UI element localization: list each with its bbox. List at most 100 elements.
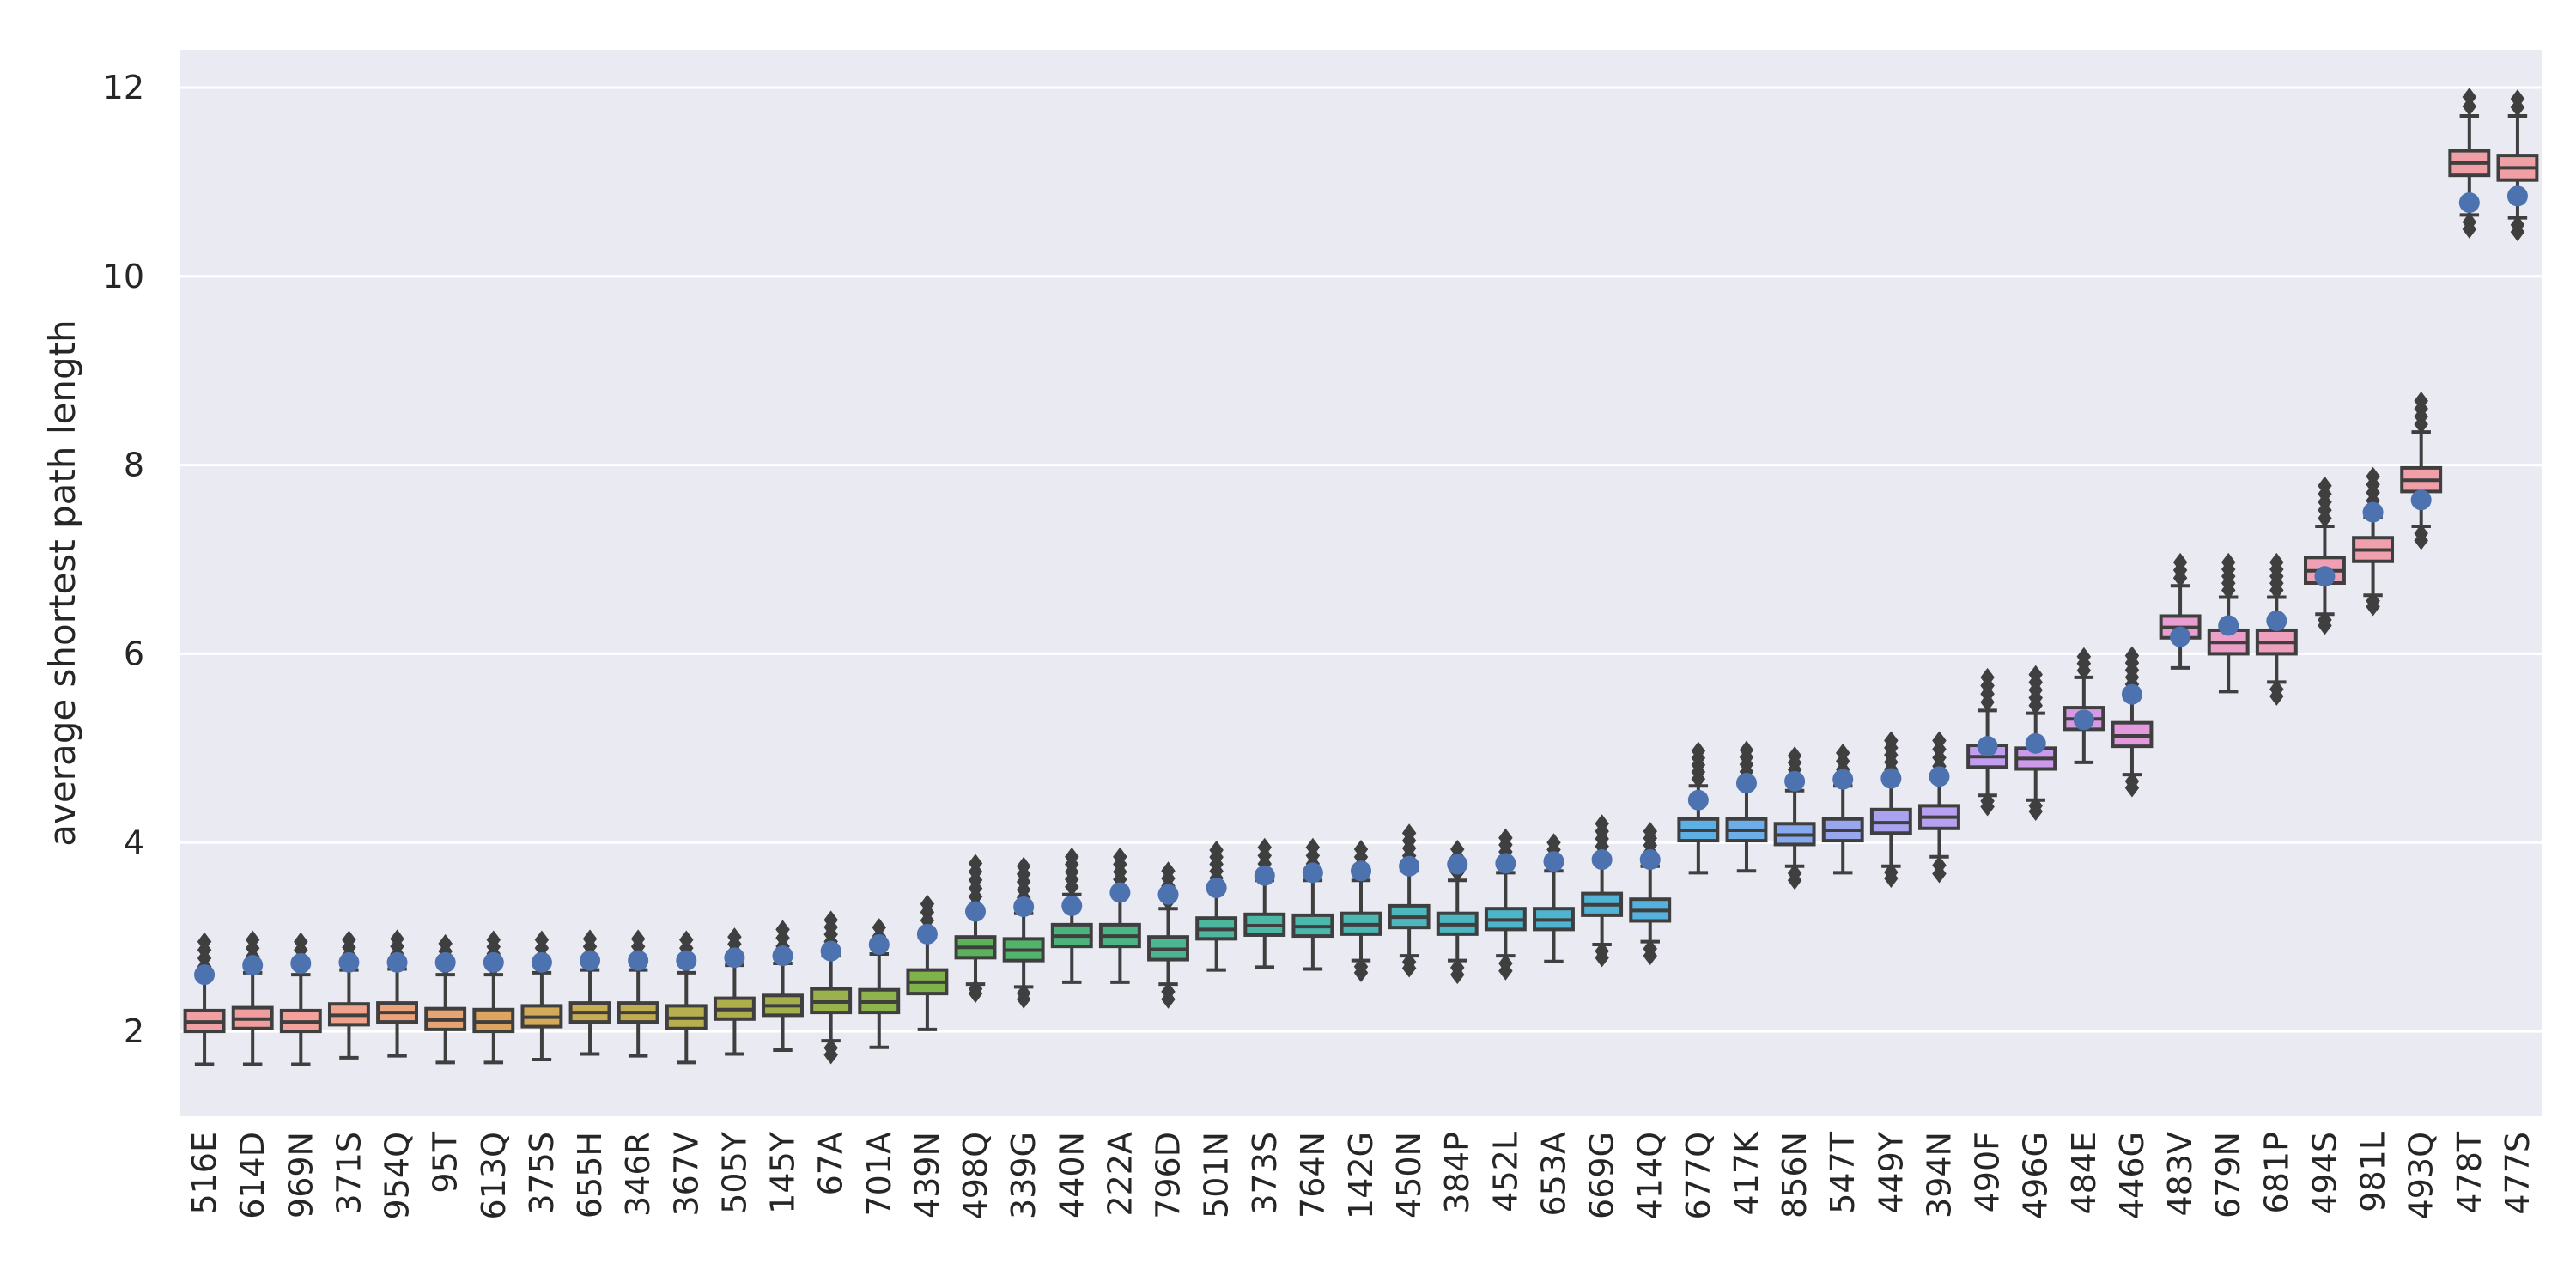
observed-point	[1880, 768, 1902, 789]
observed-point	[2025, 732, 2046, 754]
observed-point	[724, 947, 745, 969]
box-group-483V	[2159, 552, 2202, 670]
outlier-marker	[872, 918, 887, 938]
box-group-440N	[1050, 847, 1093, 984]
outlier-marker	[1401, 823, 1417, 843]
box-group-655H	[568, 929, 611, 1056]
outlier-marker	[1643, 822, 1657, 841]
x-tick-label: 95T	[427, 1131, 465, 1193]
observed-point	[1832, 769, 1854, 790]
box-group-478T	[2448, 87, 2491, 239]
x-tick-label: 655H	[571, 1132, 609, 1218]
outlier-marker	[1401, 958, 1417, 978]
observed-point	[2121, 683, 2142, 705]
outlier-marker	[1932, 864, 1947, 884]
x-tick-label: 501N	[1198, 1132, 1236, 1218]
x-tick-label: 414Q	[1631, 1132, 1669, 1219]
box-group-494S	[2304, 476, 2346, 635]
outlier-marker	[2124, 646, 2140, 665]
outlier-marker	[390, 929, 404, 949]
box-group-701A	[858, 918, 901, 1049]
box-group-856N	[1773, 746, 1816, 890]
observed-point	[2218, 615, 2239, 636]
y-tick-label: 2	[124, 1012, 144, 1050]
outlier-marker	[1161, 989, 1176, 1009]
observed-point	[386, 951, 408, 973]
box-group-346R	[617, 929, 659, 1058]
observed-point	[434, 951, 456, 973]
outlier-marker	[1546, 833, 1561, 853]
observed-point	[1977, 736, 1998, 757]
outlier-marker	[438, 933, 453, 953]
outlier-marker	[968, 854, 983, 873]
outlier-marker	[2221, 552, 2236, 572]
box-group-450N	[1388, 823, 1431, 978]
outlier-marker	[727, 927, 742, 947]
box-group-452L	[1484, 828, 1527, 981]
x-tick-label: 701A	[860, 1132, 898, 1217]
y-tick-label: 6	[124, 635, 144, 672]
x-tick-label: 394N	[1920, 1132, 1958, 1218]
outlier-marker	[2076, 647, 2092, 666]
observed-point	[1109, 882, 1131, 903]
x-tick-label: 493Q	[2403, 1132, 2440, 1219]
outlier-marker	[775, 920, 790, 939]
x-tick-label: 483V	[2161, 1132, 2199, 1217]
outlier-marker	[2028, 801, 2043, 821]
box-group-653A	[1533, 833, 1575, 963]
x-tick-label: 367V	[667, 1132, 705, 1217]
outlier-marker	[2414, 391, 2428, 410]
outlier-marker	[1353, 839, 1369, 859]
box-group-417K	[1725, 740, 1768, 873]
box-group-677Q	[1677, 741, 1720, 875]
outlier-marker	[2414, 531, 2428, 550]
x-tick-label: 375S	[523, 1132, 561, 1215]
x-tick-label: 452L	[1486, 1132, 1524, 1212]
observed-point	[772, 945, 793, 967]
x-tick-label: 764N	[1294, 1132, 1332, 1218]
observed-point	[2362, 501, 2384, 523]
box-group-490F	[1966, 667, 2009, 817]
outlier-marker	[2510, 222, 2525, 242]
x-tick-label: 484E	[2065, 1132, 2103, 1215]
outlier-marker	[1498, 828, 1513, 848]
outlier-marker	[1209, 841, 1224, 860]
observed-point	[580, 950, 601, 971]
x-tick-label: 346R	[619, 1132, 657, 1217]
outlier-marker	[823, 910, 838, 930]
box-group-67A	[810, 910, 853, 1065]
observed-point	[338, 951, 360, 973]
y-axis-label: average shortest path length	[41, 319, 83, 846]
box-group-493Q	[2400, 391, 2443, 550]
outlier-marker	[1498, 961, 1513, 981]
observed-point	[2506, 185, 2528, 207]
outlier-marker	[1595, 948, 1609, 968]
observed-point	[1929, 766, 1950, 787]
outlier-marker	[1691, 741, 1706, 761]
y-tick-label: 8	[124, 447, 144, 484]
outlier-marker	[1161, 861, 1176, 881]
outlier-marker	[1113, 847, 1127, 866]
x-tick-label: 449Y	[1872, 1131, 1910, 1214]
outlier-marker	[342, 930, 356, 950]
box-group-142G	[1340, 839, 1382, 982]
x-tick-label: 679N	[2209, 1132, 2247, 1218]
observed-point	[1254, 865, 1275, 886]
observed-point	[1639, 849, 1661, 871]
observed-point	[1013, 896, 1035, 917]
box-group-969N	[279, 932, 322, 1066]
x-tick-label: 981L	[2354, 1132, 2392, 1212]
outlier-marker	[2510, 89, 2525, 109]
outlier-marker	[1353, 963, 1369, 982]
x-tick-label: 969N	[282, 1132, 319, 1218]
x-tick-label: 478T	[2451, 1131, 2488, 1214]
x-tick-label: 494S	[2306, 1132, 2343, 1215]
box-group-95T	[424, 933, 467, 1065]
observed-point	[1206, 878, 1227, 899]
x-tick-label: 677Q	[1680, 1132, 1717, 1219]
observed-point	[194, 964, 216, 986]
outlier-marker	[1305, 837, 1321, 857]
box-group-501N	[1195, 841, 1238, 972]
y-tick-label: 4	[124, 823, 144, 861]
box-group-796D	[1147, 861, 1189, 1009]
